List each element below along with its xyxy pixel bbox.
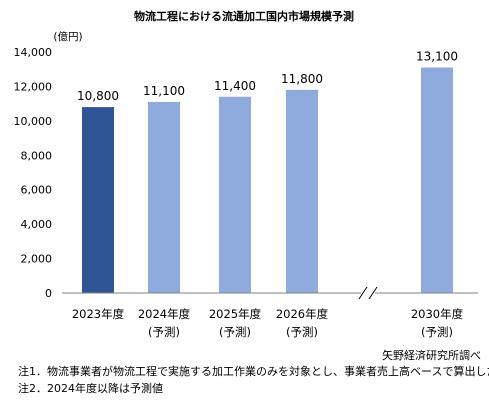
y-tick-label: 14,000	[14, 46, 53, 59]
category-label: 2025年度	[209, 307, 262, 321]
category-label: 2023年度	[72, 307, 125, 321]
y-tick-label: 0	[45, 287, 52, 300]
bar	[421, 67, 453, 293]
bar	[219, 96, 251, 293]
bar	[148, 101, 180, 294]
y-axis-unit-label: (億円)	[53, 30, 82, 43]
category-sublabel: (予測)	[219, 325, 251, 339]
y-tick-label: 10,000	[14, 115, 53, 128]
footnote-2: 注2．2024年度以降は予測値	[18, 382, 163, 395]
category-label: 2030年度	[411, 307, 464, 321]
category-sublabel: (予測)	[148, 325, 180, 339]
value-label: 11,800	[281, 72, 323, 86]
y-axis: 0 2,000 4,000 6,000 8,000 10,000 12,000 14,000	[14, 46, 53, 300]
value-labels-group: 10,800 11,100 11,400 11,800 13,100	[77, 49, 458, 103]
value-label: 13,100	[416, 49, 458, 63]
bar-chart: 物流工程における流通加工国内市場規模予測 (億円) 0 2,000 4,000 6,0…	[14, 9, 478, 339]
y-tick-label: 8,000	[21, 149, 53, 162]
footnote-1: 注1．物流事業者が物流工程で実施する加工作業のみを対象とし、事業者売上高ベースで…	[18, 365, 489, 378]
source-credit: 矢野経済研究所調べ	[382, 349, 481, 362]
value-label: 11,400	[214, 79, 256, 93]
axis-break-slash	[358, 286, 368, 300]
y-tick-label: 6,000	[21, 184, 53, 197]
value-label: 10,800	[77, 89, 119, 103]
axis-break-slash	[368, 286, 378, 300]
category-sublabel: (予測)	[421, 325, 453, 339]
y-tick-label: 12,000	[14, 80, 53, 93]
bar	[82, 107, 114, 293]
value-label: 11,100	[143, 84, 185, 98]
category-label: 2026年度	[276, 307, 329, 321]
y-tick-label: 2,000	[21, 253, 53, 266]
chart-title: 物流工程における流通加工国内市場規模予測	[134, 9, 354, 23]
axis-break-gap	[361, 291, 375, 295]
bars-group	[82, 67, 453, 294]
category-sublabel: (予測)	[286, 325, 318, 339]
category-labels-group: 2023年度 2024年度 (予測) 2025年度 (予測) 2026年度 (予測) 2030…	[72, 307, 464, 339]
category-label: 2024年度	[138, 307, 191, 321]
y-tick-label: 4,000	[21, 218, 53, 231]
axis-break-mark	[358, 286, 378, 300]
bar	[286, 89, 318, 293]
